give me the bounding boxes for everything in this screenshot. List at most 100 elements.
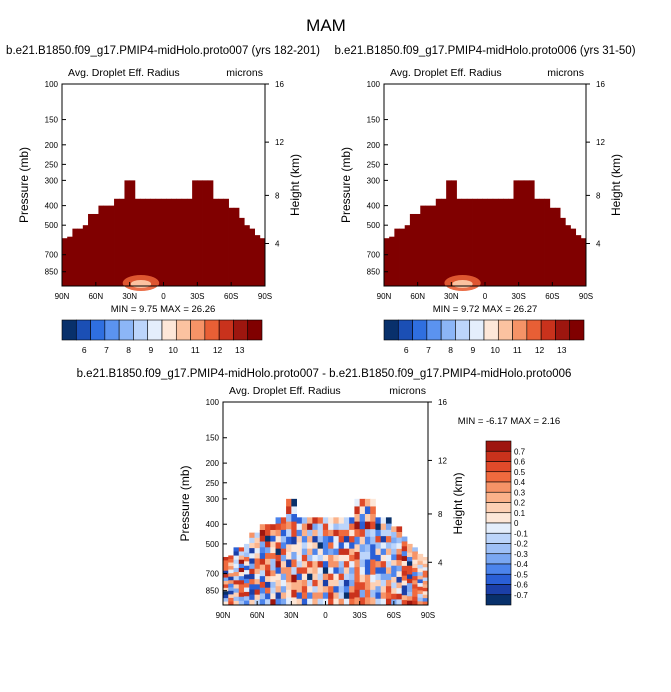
data-cell [322, 561, 329, 568]
colorbar-label: 0.2 [514, 499, 526, 508]
data-cell [249, 548, 255, 554]
data-cell [265, 541, 271, 548]
data-cell [301, 554, 308, 562]
data-cell [333, 592, 340, 600]
data-cell [328, 554, 334, 562]
data-cell [422, 556, 429, 561]
data-cell [364, 498, 371, 507]
data-cell [328, 536, 334, 543]
data-cell [265, 524, 271, 531]
data-cell [333, 573, 340, 581]
colorbar-swatch [485, 553, 512, 565]
min-max-label: MIN = -6.17 MAX = 2.16 [458, 416, 560, 427]
data-cell [296, 567, 303, 575]
data-cell [291, 506, 297, 515]
data-cell [270, 581, 276, 589]
data-cell [380, 542, 387, 550]
data-cell [406, 556, 413, 562]
data-cell [333, 536, 340, 543]
data-cell [343, 598, 350, 606]
data-cell [412, 596, 418, 602]
data-cell [328, 579, 334, 587]
data-cell [312, 548, 319, 556]
data-cell [401, 546, 408, 552]
colorbar-label: 0.3 [514, 488, 526, 497]
data-cell [544, 198, 551, 286]
data-cell [265, 553, 271, 560]
colorbar-swatch [412, 319, 428, 341]
data-cell [233, 559, 240, 565]
variable-label: Avg. Droplet Eff. Radius [68, 67, 180, 79]
colorbar-label: 13 [235, 345, 245, 355]
data-cell [244, 225, 250, 286]
data-cell [244, 587, 250, 593]
data-cell [317, 517, 324, 525]
colorbar-label: 11 [191, 345, 200, 355]
colorbar-swatch [61, 319, 77, 341]
y-tick-label: 100 [367, 80, 381, 89]
data-cell [67, 236, 73, 286]
data-cell [385, 529, 392, 537]
data-cell [291, 551, 297, 560]
colorbar-swatch [485, 563, 512, 575]
data-cell [275, 548, 282, 556]
colorbar-label: 11 [513, 345, 522, 355]
data-cell [333, 598, 340, 606]
colorbar-label: 0 [514, 519, 519, 528]
data-cell [338, 586, 345, 593]
data-cell [389, 236, 395, 286]
data-cell [301, 517, 308, 525]
data-cell [280, 542, 287, 550]
data-cell [265, 581, 271, 589]
data-cell [280, 536, 287, 543]
data-cell [322, 536, 329, 543]
data-cell [375, 586, 382, 593]
data-cell [338, 529, 345, 537]
colorbar-swatch [426, 319, 442, 341]
data-cell [265, 587, 271, 594]
data-cell [364, 589, 371, 598]
data-cell [391, 582, 397, 589]
colorbar-swatch [483, 319, 499, 341]
data-cell [291, 529, 297, 538]
data-cell [223, 587, 229, 592]
data-cell [391, 543, 397, 550]
data-cell [417, 575, 424, 580]
data-cell [396, 560, 403, 567]
data-cell [254, 579, 261, 585]
data-cell [364, 529, 371, 538]
data-cell [380, 598, 387, 606]
y-right-tick-label: 16 [438, 398, 447, 407]
data-cell [296, 523, 303, 531]
data-cell [238, 596, 245, 602]
colorbar-swatch [440, 319, 456, 341]
data-cell [375, 517, 382, 525]
data-cell [343, 561, 350, 568]
data-cells [62, 180, 266, 291]
data-cell [380, 529, 387, 537]
y-tick-label: 500 [206, 540, 220, 549]
data-cell [396, 588, 403, 595]
data-cell [301, 573, 308, 581]
data-cell [233, 596, 240, 602]
data-cell [265, 576, 271, 583]
data-cell [375, 573, 382, 581]
data-cell [338, 561, 345, 568]
data-cell [270, 599, 276, 606]
data-cell [249, 558, 255, 565]
data-cell [554, 207, 561, 286]
y-tick-label: 150 [206, 434, 220, 443]
data-cell [391, 571, 397, 578]
data-cell [301, 523, 308, 531]
data-cell [508, 198, 514, 286]
data-cell [385, 517, 392, 525]
data-cell [259, 576, 266, 583]
data-cell [238, 559, 245, 565]
data-cell [417, 590, 424, 595]
data-cell [385, 592, 392, 600]
data-cell [359, 589, 366, 598]
data-cell [364, 544, 371, 553]
data-cell [249, 589, 255, 596]
data-cell [291, 589, 297, 598]
data-cell [349, 554, 355, 562]
